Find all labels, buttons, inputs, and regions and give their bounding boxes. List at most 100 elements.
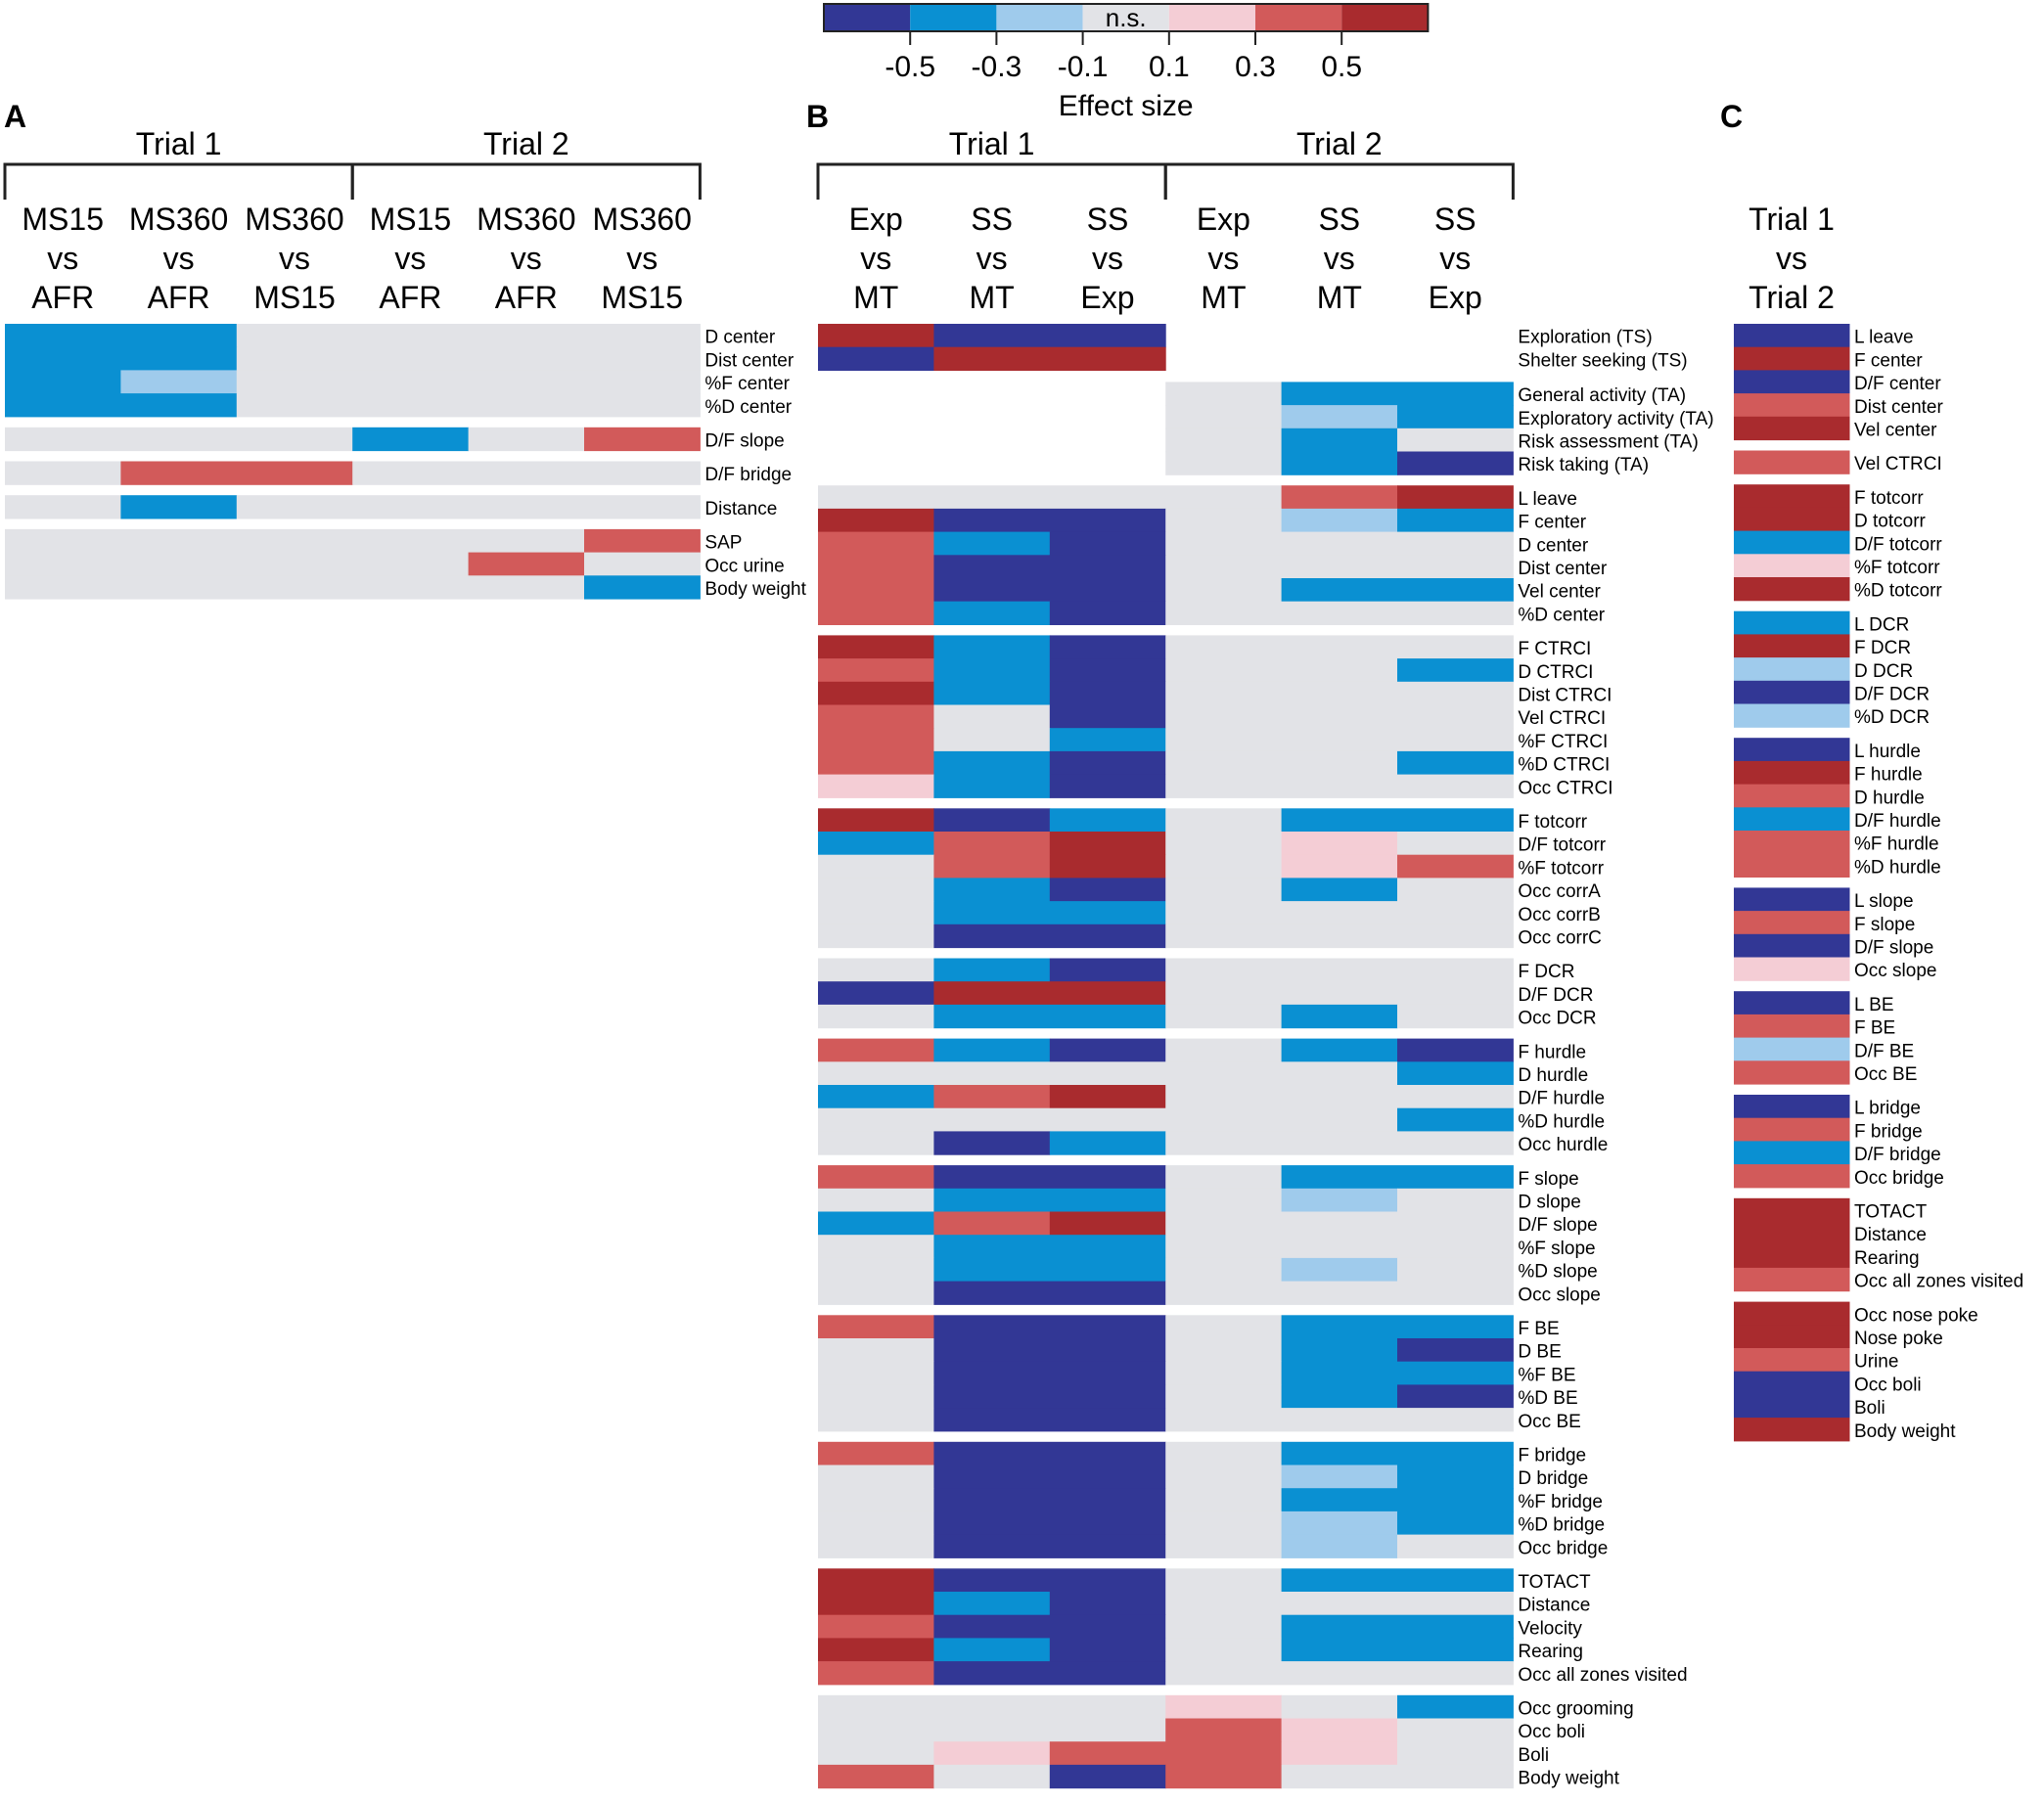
row-label: Body weight — [1518, 1769, 1619, 1789]
heatmap-cell — [818, 601, 934, 625]
column-header-line: MT — [853, 280, 898, 315]
panel-label-c: C — [1720, 99, 1743, 134]
legend-tick-label: 0.1 — [1149, 51, 1190, 83]
row-label: F slope — [1854, 915, 1915, 935]
heatmap-cell — [818, 1510, 934, 1536]
row-label: F hurdle — [1854, 765, 1923, 786]
heatmap-cell — [818, 1165, 934, 1190]
heatmap-cell — [584, 427, 701, 452]
heatmap-cell — [1165, 1085, 1514, 1109]
heatmap-cell — [1397, 1510, 1514, 1536]
heatmap-cell — [236, 370, 701, 394]
heatmap-cell — [120, 461, 353, 485]
column-header-line: MS15 — [601, 280, 683, 315]
heatmap-cell — [1734, 807, 1850, 832]
heatmap-cell — [818, 555, 934, 579]
heatmap-cell — [818, 878, 934, 902]
heatmap-cell — [1165, 854, 1283, 879]
heatmap-cell — [933, 1085, 1051, 1109]
heatmap-cell — [933, 750, 1051, 776]
heatmap-cell — [1049, 1085, 1166, 1109]
heatmap-cell — [933, 854, 1051, 879]
row-label: D/F slope — [1518, 1215, 1597, 1236]
heatmap-cell — [1281, 1038, 1398, 1062]
column-header-line: MS15 — [22, 202, 104, 237]
heatmap-cell — [1734, 887, 1850, 912]
heatmap-cell — [1397, 1188, 1514, 1213]
heatmap-cell — [5, 370, 121, 394]
row-label: SAP — [704, 533, 742, 554]
column-header-line: AFR — [379, 280, 441, 315]
row-label: D bridge — [1518, 1468, 1588, 1489]
heatmap-cell — [818, 1085, 934, 1109]
heatmap-cell — [933, 1510, 1166, 1536]
column-header-line: vs — [1092, 241, 1123, 276]
heatmap-cell — [1734, 484, 1850, 509]
row-label: Occ CTRCI — [1518, 778, 1612, 798]
heatmap-cell — [1165, 704, 1514, 729]
row-label: TOTACT — [1854, 1202, 1928, 1223]
heatmap-cell — [1734, 760, 1850, 786]
row-label: D/F bridge — [704, 465, 792, 485]
row-label: F CTRCI — [1518, 639, 1591, 659]
column-header-line: Exp — [1429, 280, 1482, 315]
heatmap-cell — [1165, 1315, 1283, 1339]
heatmap-cell — [818, 1534, 934, 1558]
heatmap-cell — [1734, 610, 1850, 635]
heatmap-cell — [1281, 485, 1398, 510]
heatmap-cell — [818, 1441, 934, 1466]
heatmap-cell — [933, 578, 1166, 603]
legend-frame — [823, 3, 1430, 32]
heatmap-cell — [933, 1281, 1166, 1305]
heatmap-cell — [1165, 1004, 1283, 1029]
heatmap-cell — [933, 346, 1166, 371]
heatmap-cell — [818, 1061, 1398, 1086]
heatmap-cell — [1281, 1638, 1514, 1662]
heatmap-cell — [818, 901, 934, 925]
heatmap-cell — [1049, 601, 1166, 625]
column-header-line: vs — [47, 241, 78, 276]
row-label: D/F totcorr — [1854, 534, 1942, 555]
heatmap-cell — [933, 1592, 1051, 1616]
heatmap-cell — [1397, 832, 1514, 856]
heatmap-cell — [1734, 1267, 1850, 1292]
row-label: %D hurdle — [1854, 857, 1941, 878]
row-label: Rearing — [1854, 1248, 1920, 1269]
column-header-line: MS15 — [370, 202, 452, 237]
heatmap-cell — [818, 981, 934, 1006]
row-label: D/F DCR — [1854, 685, 1930, 705]
row-label: F center — [1854, 350, 1923, 371]
heatmap-cell — [818, 1764, 934, 1789]
heatmap-cell — [933, 832, 1051, 856]
heatmap-cell — [1397, 1384, 1514, 1409]
heatmap-cell — [933, 1661, 1166, 1686]
row-label: %F totcorr — [1518, 858, 1604, 879]
row-label: Shelter seeking (TS) — [1518, 350, 1687, 371]
heatmap-cell — [1734, 416, 1850, 441]
heatmap-cell — [1165, 508, 1283, 533]
column-header-line: SS — [1434, 202, 1476, 237]
heatmap-cell — [1165, 750, 1398, 776]
row-label: D/F totcorr — [1518, 835, 1606, 856]
column-header-line: vs — [626, 241, 658, 276]
heatmap-cell — [1281, 1694, 1398, 1720]
heatmap-cell — [1165, 1408, 1514, 1432]
heatmap-cell — [1049, 1211, 1166, 1236]
heatmap-cell — [1165, 681, 1514, 706]
heatmap-cell — [1165, 1764, 1283, 1789]
heatmap-cell — [818, 1004, 934, 1029]
column-header-line: Exp — [1080, 280, 1134, 315]
heatmap-cell — [1165, 924, 1514, 949]
row-label: D BE — [1518, 1342, 1561, 1363]
heatmap-cell — [1281, 1441, 1514, 1466]
heatmap-cell — [1049, 1638, 1166, 1662]
legend-bin — [824, 4, 911, 31]
row-label: Occ hurdle — [1518, 1135, 1608, 1155]
heatmap-cell — [1281, 1568, 1514, 1593]
column-group-bracket — [350, 162, 702, 200]
heatmap-cell — [933, 901, 1166, 925]
heatmap-cell — [1165, 578, 1283, 603]
heatmap-cell — [1049, 531, 1166, 556]
row-label: Dist center — [1518, 559, 1607, 579]
heatmap-cell — [1165, 1694, 1283, 1720]
